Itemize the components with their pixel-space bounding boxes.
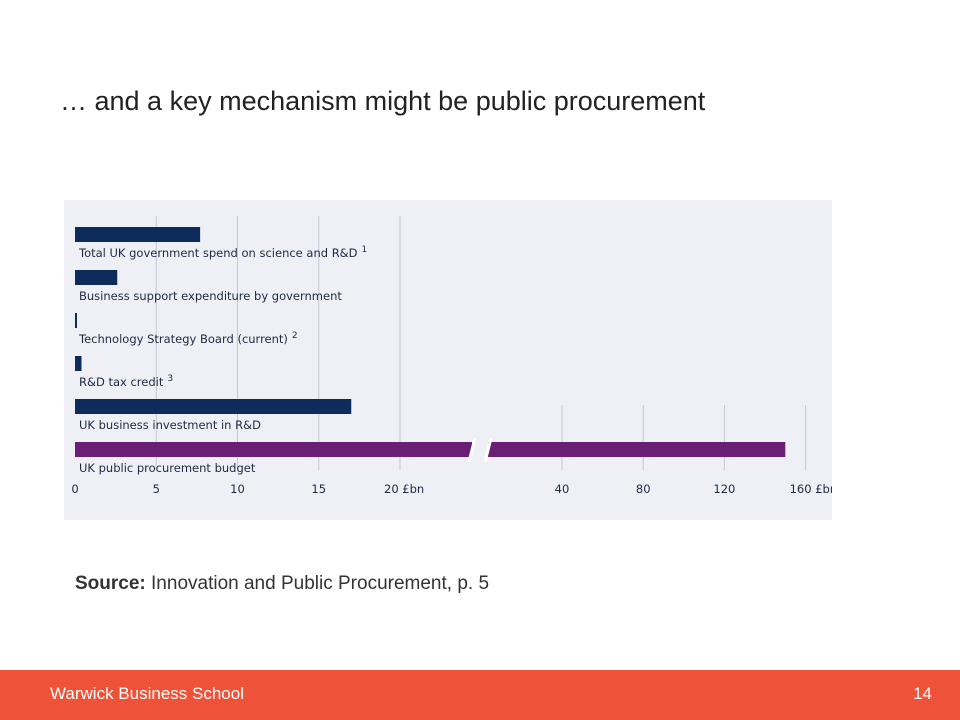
page-number: 14: [913, 684, 932, 703]
chart-panel: Total UK government spend on science and…: [64, 200, 832, 520]
bar-label: Total UK government spend on science and…: [78, 245, 367, 260]
tick-label: 0: [71, 482, 78, 496]
tick-label: 120: [713, 482, 735, 496]
bar: [75, 442, 472, 457]
axis-break-mark: [467, 437, 477, 463]
bar: [75, 356, 82, 371]
bar-label-superscript: 1: [362, 245, 368, 255]
bar: [75, 227, 201, 242]
tick-label: 40: [555, 482, 570, 496]
axis-break-mark: [483, 437, 493, 463]
tick-label: 20 £bn: [384, 482, 424, 496]
bar: [75, 399, 352, 414]
bar-label: Business support expenditure by governme…: [79, 289, 342, 303]
source-label: Source:: [75, 573, 146, 594]
bar-label: UK public procurement budget: [79, 461, 256, 475]
tick-label: 15: [311, 482, 326, 496]
bar: [75, 270, 118, 285]
source-text: Innovation and Public Procurement, p. 5: [151, 573, 490, 594]
bar-label: R&D tax credit 3: [79, 374, 173, 389]
bar-label-superscript: 3: [167, 374, 173, 384]
bar-label-superscript: 2: [292, 331, 298, 341]
bar-label: Technology Strategy Board (current) 2: [78, 331, 298, 346]
bar: [75, 313, 77, 328]
tick-label: 10: [230, 482, 245, 496]
bar-label: UK business investment in R&D: [79, 418, 261, 432]
source-citation: Source: Innovation and Public Procuremen…: [75, 573, 489, 595]
bar: [488, 442, 786, 457]
footer-bar: Warwick Business School 14: [0, 670, 960, 720]
tick-label: 80: [636, 482, 651, 496]
tick-label: 5: [153, 482, 160, 496]
slide-title: … and a key mechanism might be public pr…: [60, 86, 706, 116]
footer-school-name: Warwick Business School: [50, 684, 244, 703]
bar-chart: Total UK government spend on science and…: [71, 216, 832, 496]
tick-label: 160 £bn: [790, 482, 832, 496]
